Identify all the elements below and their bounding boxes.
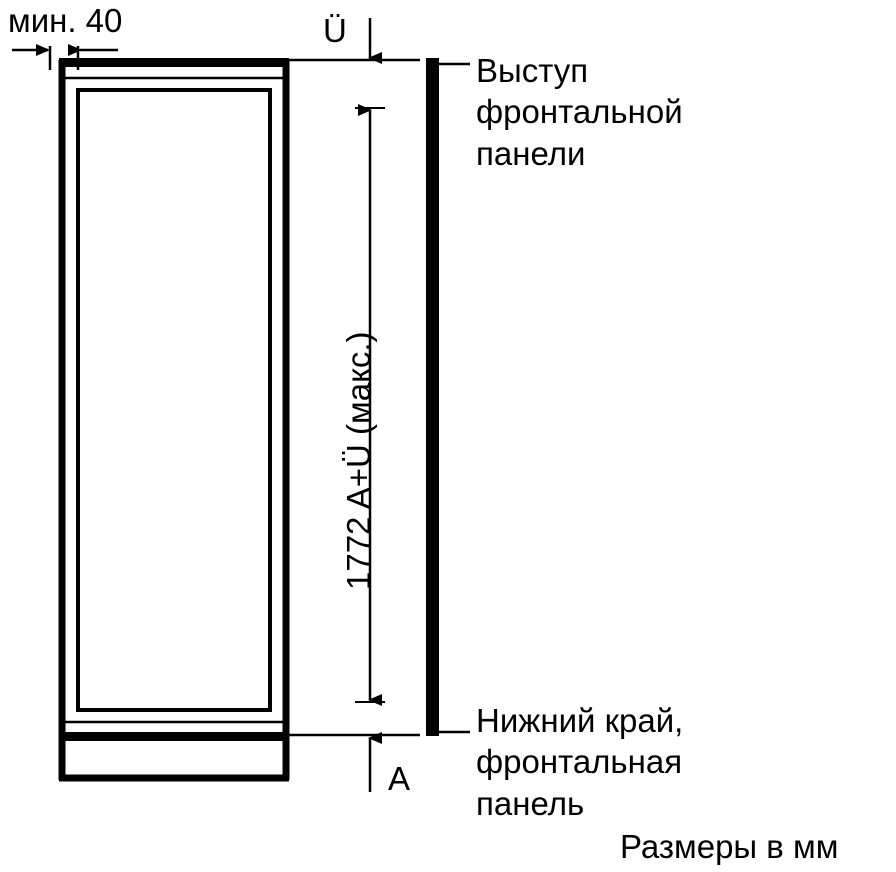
diagram-canvas: мин. 40 Ü 1772 A+Ü (макс.) A Выступ фрон… bbox=[0, 0, 896, 872]
label-footer: Размеры в мм bbox=[620, 826, 838, 867]
label-top-right: Выступ фронтальной панели bbox=[476, 50, 683, 174]
label-A: A bbox=[388, 758, 410, 799]
diagram-svg bbox=[0, 0, 896, 872]
label-U: Ü bbox=[323, 10, 347, 51]
label-min40: мин. 40 bbox=[8, 0, 122, 41]
label-vertical-dim: 1772 A+Ü (макс.) bbox=[338, 331, 379, 590]
label-bottom-right: Нижний край, фронтальная панель bbox=[476, 700, 683, 824]
